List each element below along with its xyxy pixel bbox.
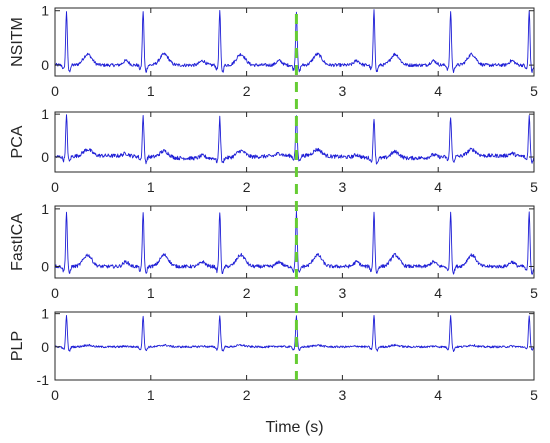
x-tick-label: 2: [243, 387, 251, 403]
y-axis-label-3: FastICA: [9, 213, 26, 271]
y-tick-label: 1: [41, 306, 49, 322]
y-tick-label: 1: [41, 106, 49, 122]
x-tick-label: 2: [243, 179, 251, 195]
x-tick-label: 4: [434, 285, 442, 301]
x-tick-label: 5: [530, 285, 538, 301]
x-tick-label: 5: [530, 387, 538, 403]
x-tick-label: 1: [147, 179, 155, 195]
x-tick-label: 0: [51, 83, 59, 99]
y-axis-label-4: PLP: [9, 331, 26, 361]
y-tick-label: 0: [41, 339, 49, 355]
x-tick-label: 5: [530, 179, 538, 195]
x-tick-label: 3: [339, 285, 347, 301]
x-tick-label: 0: [51, 387, 59, 403]
y-tick-label: 0: [41, 57, 49, 73]
x-tick-label: 4: [434, 179, 442, 195]
y-tick-label: 1: [41, 3, 49, 19]
y-tick-label: -1: [37, 372, 50, 388]
y-tick-label: 0: [41, 149, 49, 165]
x-tick-label: 3: [339, 83, 347, 99]
signal-line-4: [54, 314, 535, 353]
x-tick-label: 1: [147, 285, 155, 301]
x-tick-label: 1: [147, 83, 155, 99]
x-tick-label: 2: [243, 83, 251, 99]
axes-box-4: [54, 311, 535, 381]
x-tick-label: 4: [434, 83, 442, 99]
x-tick-label: 0: [51, 179, 59, 195]
signal-line-2: [54, 114, 535, 165]
x-tick-label: 4: [434, 387, 442, 403]
x-tick-label: 3: [339, 387, 347, 403]
y-tick-label: 0: [41, 258, 49, 274]
axes-box-1: [54, 7, 535, 77]
x-tick-label: 0: [51, 285, 59, 301]
signal-line-1: [54, 9, 535, 74]
x-axis-label: Time (s): [265, 419, 323, 436]
axes-box-3: [54, 205, 535, 279]
signal-line-3: [54, 210, 535, 275]
x-tick-label: 5: [530, 83, 538, 99]
y-axis-label-2: PCA: [9, 125, 26, 158]
x-tick-label: 1: [147, 387, 155, 403]
y-axis-label-1: NSITM: [9, 17, 26, 67]
x-tick-label: 3: [339, 179, 347, 195]
axes-box-2: [54, 111, 535, 173]
x-tick-label: 2: [243, 285, 251, 301]
y-tick-label: 1: [41, 201, 49, 217]
